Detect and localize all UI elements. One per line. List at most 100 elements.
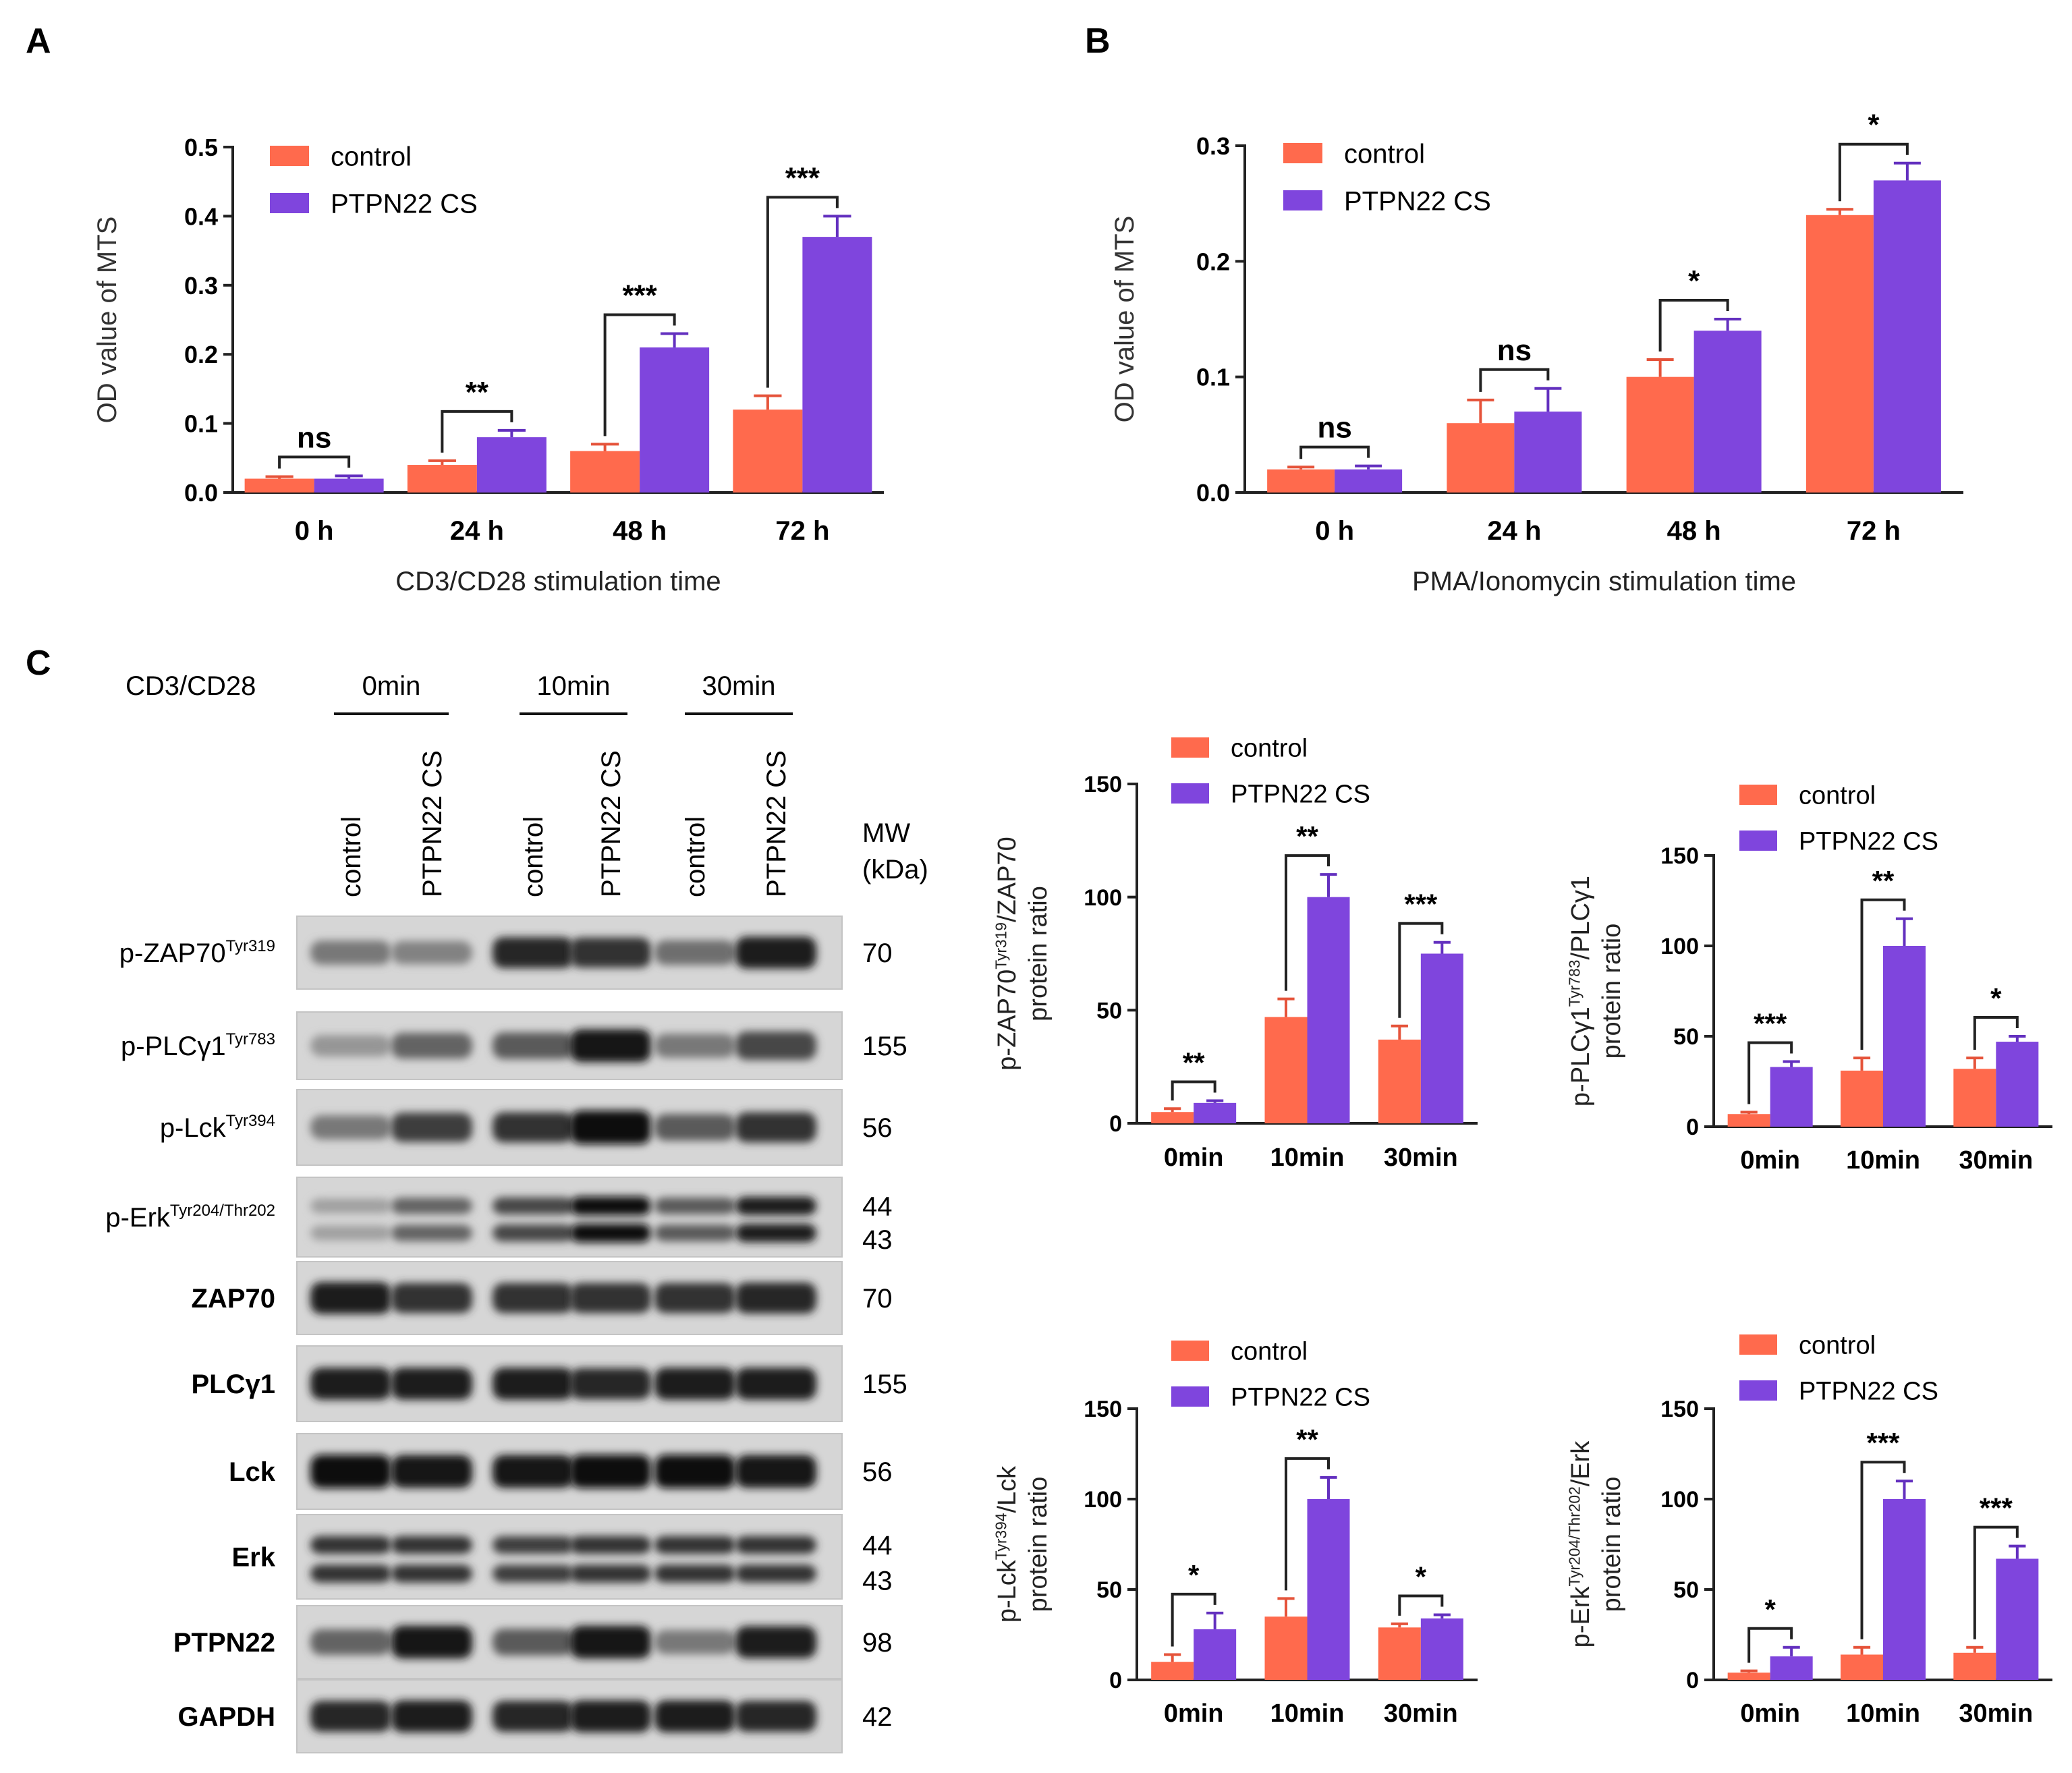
legend-swatch — [1171, 783, 1209, 804]
legend-swatch — [270, 146, 309, 166]
significance-label: ns — [1497, 334, 1532, 367]
band-upper — [735, 1536, 816, 1554]
mw-value: 43 — [862, 1225, 893, 1255]
category-label: 30min — [1959, 1699, 2033, 1728]
band — [735, 1700, 816, 1733]
y-tick-label: 50 — [1096, 1577, 1122, 1603]
chart-b: 0.0 0.1 0.2 0.3 ns 0 h ns 24 h * 48 h * 72 h control… — [1110, 109, 1963, 596]
significance-bracket — [1838, 142, 1909, 202]
bar-control — [244, 478, 314, 492]
protein-site: Tyr783 — [226, 1030, 275, 1048]
legend-label: PTPN22 CS — [1231, 781, 1370, 809]
protein-label: Lck — [229, 1457, 276, 1487]
protein-label: GAPDH — [178, 1702, 275, 1732]
band — [310, 1035, 391, 1057]
lane-label: PTPN22 CS — [762, 750, 791, 897]
bar-control — [1447, 423, 1515, 492]
band — [654, 1455, 735, 1488]
category-label: 10min — [1846, 1146, 1920, 1175]
band — [493, 1032, 573, 1059]
legend-swatch — [1283, 190, 1322, 210]
legend-swatch — [270, 193, 309, 213]
category-label: 30min — [1384, 1144, 1458, 1172]
band — [654, 1034, 735, 1058]
protein-name: PLCγ1 — [192, 1370, 276, 1399]
y-label-sup: Tyr783 — [1566, 960, 1584, 1007]
band-upper — [654, 1198, 735, 1214]
band-lower — [735, 1565, 816, 1583]
protein-label: p-ZAP70Tyr319 — [119, 937, 275, 968]
significance-label: * — [1688, 264, 1700, 298]
significance-bracket — [603, 313, 676, 437]
category-label: 48 h — [613, 516, 667, 546]
band-lower — [570, 1223, 651, 1243]
bar-ptpn22 — [802, 237, 872, 492]
category-label: 0min — [1740, 1699, 1800, 1728]
y-tick-label: 0 — [1686, 1115, 1699, 1140]
panel-label-b: B — [1085, 22, 1111, 61]
legend-swatch — [1739, 1380, 1777, 1401]
y-tick-label: 0.1 — [184, 410, 218, 438]
category-label: 30min — [1959, 1146, 2033, 1175]
y-label-tail: /ZAP70 — [993, 837, 1021, 922]
y-label-tail: /Erk — [1567, 1440, 1595, 1487]
chart-a: 0.0 0.1 0.2 0.3 0.4 0.5 ns 0 h ** 24 h *** 48 h *** 7… — [92, 134, 884, 596]
significance-label: * — [1990, 982, 2002, 1014]
y-axis-label: OD value of MTS — [1110, 216, 1140, 423]
band — [493, 1112, 573, 1143]
y-axis-label-line1: p-LckTyr394/Lck — [992, 1465, 1021, 1623]
category-label: 10min — [1270, 1144, 1345, 1172]
bar-control — [1264, 1017, 1308, 1123]
significance-label: *** — [1980, 1492, 2013, 1524]
protein-label: Erk — [232, 1543, 276, 1573]
y-tick-label: 50 — [1096, 998, 1122, 1024]
significance-label: * — [1764, 1594, 1776, 1625]
protein-label: p-LckTyr394 — [160, 1112, 275, 1143]
legend-swatch — [1283, 143, 1322, 163]
y-label-main: p-Lck — [993, 1559, 1021, 1623]
band-lower — [654, 1565, 735, 1583]
bar-ptpn22 — [1335, 469, 1403, 492]
protein-label: p-ErkTyr204/Thr202 — [105, 1202, 275, 1233]
significance-label: *** — [1404, 889, 1438, 920]
band — [310, 1282, 391, 1314]
bar-ptpn22 — [1873, 180, 1941, 492]
protein-name: p-Erk — [105, 1203, 171, 1233]
category-label: 24 h — [450, 516, 504, 546]
legend-label: control — [331, 142, 412, 171]
category-label: 48 h — [1667, 516, 1721, 546]
legend-label: control — [1799, 1332, 1876, 1360]
legend-label: control — [1231, 1338, 1308, 1366]
band — [310, 1455, 391, 1488]
bar-ptpn22 — [1996, 1558, 2039, 1680]
band — [391, 940, 472, 965]
band — [570, 1283, 651, 1314]
mw-value: 70 — [862, 938, 893, 968]
band-upper — [735, 1196, 816, 1216]
legend-label: PTPN22 CS — [1799, 1378, 1938, 1406]
significance-bracket — [1398, 1594, 1444, 1616]
protein-site: Tyr394 — [226, 1112, 275, 1130]
y-tick-label: 0.0 — [184, 479, 218, 507]
category-label: 72 h — [1847, 516, 1901, 546]
bar-ptpn22 — [1420, 953, 1463, 1123]
protein-name: GAPDH — [178, 1702, 275, 1732]
bar-ptpn22 — [1307, 1499, 1350, 1680]
band — [493, 1700, 573, 1733]
y-label-sup: Tyr394 — [992, 1513, 1010, 1560]
y-tick-label: 0.3 — [1196, 132, 1230, 160]
band — [310, 1115, 391, 1139]
band — [493, 1368, 573, 1400]
category-label: 0min — [1164, 1699, 1224, 1728]
category-label: 24 h — [1487, 516, 1541, 546]
chart-p-zap70: 0 50 100 150 ** 0min ** 10min *** 30min control PTP… — [992, 735, 1478, 1172]
legend-label: PTPN22 CS — [1344, 186, 1491, 216]
category-label: 0 h — [1315, 516, 1354, 546]
protein-name: p-PLCγ1 — [121, 1032, 226, 1061]
significance-label: *** — [785, 161, 820, 194]
band — [391, 1625, 472, 1659]
significance-bracket — [1171, 1592, 1216, 1647]
band — [654, 1630, 735, 1654]
legend-label: PTPN22 CS — [1231, 1384, 1370, 1412]
band — [310, 940, 391, 965]
